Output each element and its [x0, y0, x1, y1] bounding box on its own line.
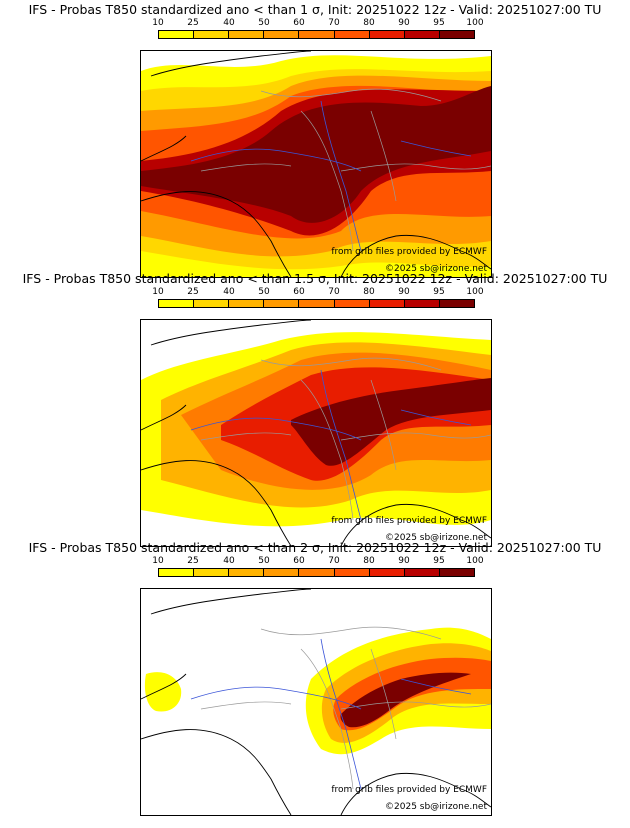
colorbar-tick-label: 70	[328, 287, 340, 297]
map-graphic	[141, 320, 491, 546]
colorbar-tick-label: 25	[187, 18, 199, 28]
colorbar-tick-label: 70	[328, 556, 340, 566]
coastline	[141, 320, 491, 546]
probability-colorbar: 10 25 40 50 60 70 80 90 95 100	[152, 18, 484, 42]
probability-map: from grib files provided by ECMWF ©2025 …	[140, 588, 492, 816]
colorbar-swatch	[404, 300, 440, 307]
data-source-credit: from grib files provided by ECMWF	[331, 785, 487, 795]
probability-colorbar: 10 25 40 50 60 70 80 90 95 100	[152, 287, 484, 311]
panel-title: IFS - Probas T850 standardized ano < tha…	[28, 2, 602, 17]
colorbar-swatch	[159, 31, 195, 38]
colorbar-swatch	[159, 300, 195, 307]
map-graphic	[141, 589, 491, 815]
colorbar-tick-label: 60	[293, 556, 305, 566]
colorbar-tick-label: 95	[433, 287, 445, 297]
colorbar-tick-label: 40	[223, 18, 235, 28]
colorbar-tick-label: 50	[258, 556, 270, 566]
copyright-credit: ©2025 sb@irizone.net	[385, 533, 487, 543]
colorbar-tick-labels: 10 25 40 50 60 70 80 90 95 100	[152, 18, 483, 29]
probability-colorbar: 10 25 40 50 60 70 80 90 95 100	[152, 556, 484, 580]
colorbar-tick-label: 95	[433, 18, 445, 28]
colorbar-swatch	[369, 569, 405, 576]
colorbar-swatch	[369, 300, 405, 307]
colorbar-swatches	[158, 30, 475, 39]
panel-title: IFS - Probas T850 standardized ano < tha…	[28, 540, 602, 555]
probability-map: from grib files provided by ECMWF ©2025 …	[140, 319, 492, 547]
colorbar-swatch	[299, 569, 335, 576]
panel-title: IFS - Probas T850 standardized ano < tha…	[22, 271, 608, 286]
colorbar-swatch	[334, 569, 370, 576]
colorbar-tick-label: 40	[223, 287, 235, 297]
colorbar-tick-label: 50	[258, 18, 270, 28]
colorbar-tick-label: 50	[258, 287, 270, 297]
copyright-credit: ©2025 sb@irizone.net	[385, 802, 487, 812]
colorbar-tick-label: 80	[363, 287, 375, 297]
rivers	[190, 369, 472, 521]
rivers	[190, 100, 472, 252]
admin-borders	[200, 357, 491, 521]
colorbar-swatch	[194, 569, 230, 576]
rivers	[190, 638, 472, 790]
colorbar-tick-label: 95	[433, 556, 445, 566]
admin-borders	[200, 626, 491, 790]
colorbar-tick-label: 60	[293, 18, 305, 28]
colorbar-swatch	[334, 300, 370, 307]
colorbar-tick-label: 40	[223, 556, 235, 566]
colorbar-tick-label: 90	[398, 556, 410, 566]
probability-area	[144, 672, 182, 712]
colorbar-tick-label: 100	[466, 556, 484, 566]
colorbar-tick-label: 80	[363, 18, 375, 28]
colorbar-swatch	[299, 31, 335, 38]
colorbar-tick-label: 60	[293, 287, 305, 297]
coastline	[141, 51, 491, 277]
forecast-panel: IFS - Probas T850 standardized ano < tha…	[0, 271, 630, 547]
copyright-credit: ©2025 sb@irizone.net	[385, 264, 487, 274]
colorbar-swatch	[194, 300, 230, 307]
colorbar-swatch	[439, 31, 474, 38]
colorbar-tick-label: 80	[363, 556, 375, 566]
colorbar-tick-label: 100	[466, 287, 484, 297]
probability-area	[340, 672, 471, 728]
colorbar-tick-label: 100	[466, 18, 484, 28]
colorbar-swatch	[299, 300, 335, 307]
colorbar-swatch	[334, 31, 370, 38]
colorbar-swatch	[229, 31, 265, 38]
colorbar-swatch	[264, 569, 300, 576]
colorbar-tick-label: 90	[398, 287, 410, 297]
colorbar-swatch	[439, 569, 474, 576]
colorbar-swatch	[404, 31, 440, 38]
probability-area	[141, 86, 491, 223]
colorbar-swatch	[194, 31, 230, 38]
forecast-panel: IFS - Probas T850 standardized ano < tha…	[0, 540, 630, 816]
data-source-credit: from grib files provided by ECMWF	[331, 516, 487, 526]
colorbar-swatch	[439, 300, 474, 307]
colorbar-tick-label: 70	[328, 18, 340, 28]
colorbar-tick-labels: 10 25 40 50 60 70 80 90 95 100	[152, 556, 483, 567]
colorbar-tick-labels: 10 25 40 50 60 70 80 90 95 100	[152, 287, 483, 298]
colorbar-swatch	[264, 31, 300, 38]
colorbar-swatches	[158, 299, 475, 308]
colorbar-tick-label: 10	[152, 287, 164, 297]
colorbar-tick-label: 25	[187, 287, 199, 297]
colorbar-tick-label: 10	[152, 18, 164, 28]
colorbar-swatches	[158, 568, 475, 577]
data-source-credit: from grib files provided by ECMWF	[331, 247, 487, 257]
admin-borders	[200, 88, 491, 252]
coastline	[141, 589, 491, 815]
forecast-panel: IFS - Probas T850 standardized ano < tha…	[0, 2, 630, 278]
colorbar-swatch	[229, 569, 265, 576]
colorbar-swatch	[229, 300, 265, 307]
colorbar-swatch	[264, 300, 300, 307]
colorbar-swatch	[159, 569, 195, 576]
colorbar-swatch	[404, 569, 440, 576]
probability-map: from grib files provided by ECMWF ©2025 …	[140, 50, 492, 278]
colorbar-tick-label: 25	[187, 556, 199, 566]
colorbar-tick-label: 10	[152, 556, 164, 566]
map-graphic	[141, 51, 491, 277]
colorbar-tick-label: 90	[398, 18, 410, 28]
colorbar-swatch	[369, 31, 405, 38]
